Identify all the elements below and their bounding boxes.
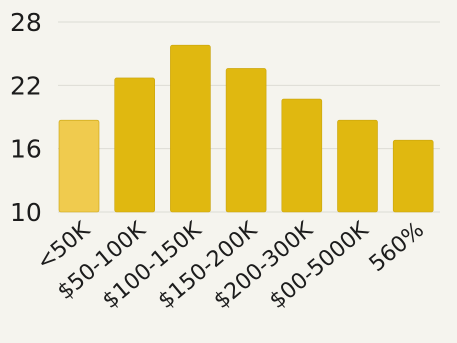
y-tick-label: 16 [10, 135, 42, 164]
bar-0 [58, 119, 100, 213]
y-axis-tick-labels: 10 16 22 28 [10, 8, 42, 227]
x-category-label: 560% [365, 217, 429, 277]
y-tick-label: 10 [10, 198, 42, 227]
x-axis-category-labels: <50K$50-100K$100-150K$150-200K$200-300K$… [32, 217, 429, 314]
y-tick-label: 22 [10, 71, 42, 100]
y-tick-label: 28 [10, 8, 42, 37]
bar-2 [170, 44, 211, 213]
bar-4 [281, 98, 323, 213]
bars [58, 44, 434, 213]
bar-6 [392, 139, 434, 213]
bar-3 [225, 68, 267, 213]
bar-5 [337, 119, 378, 213]
bar-1 [114, 77, 155, 213]
